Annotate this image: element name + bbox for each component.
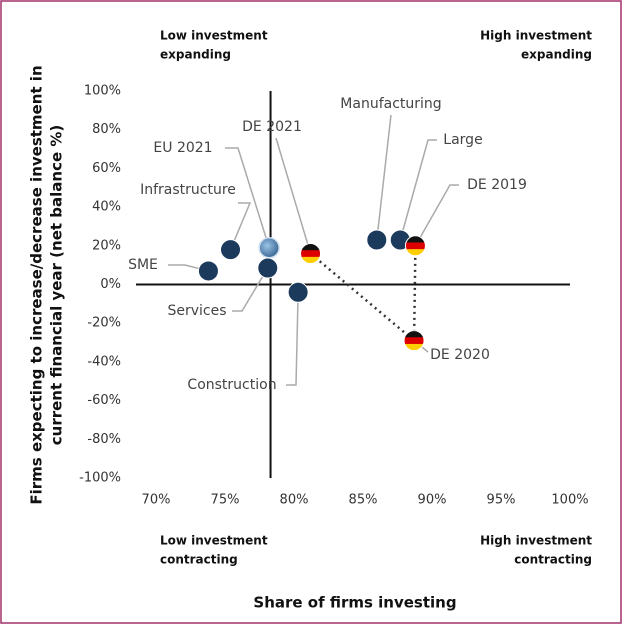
point-label: SME — [128, 257, 158, 273]
flag-stripe — [405, 249, 426, 256]
quadrant-label: contracting — [514, 553, 592, 567]
y-tick-label: -80% — [87, 432, 121, 447]
flag-stripe — [405, 235, 426, 243]
x-tick-label: 95% — [487, 493, 516, 508]
y-tick-label: -100% — [79, 471, 121, 486]
point — [366, 229, 388, 251]
flag-stripe — [300, 256, 321, 264]
leader-line — [399, 139, 437, 241]
point — [287, 281, 309, 303]
x-tick-label: 75% — [211, 493, 240, 508]
y-tick-label: 80% — [92, 122, 121, 137]
point-label: Manufacturing — [340, 96, 441, 112]
quadrant-label: contracting — [160, 553, 238, 567]
flag-stripe — [300, 250, 321, 258]
point-label: Construction — [187, 377, 276, 393]
leader-line — [414, 184, 459, 247]
leader-line — [232, 267, 269, 312]
x-tick-label: 90% — [418, 493, 447, 508]
leader-line — [275, 137, 312, 254]
quadrant-label: Low investment — [160, 534, 268, 548]
y-axis-title: Firms expecting to increase/decrease inv… — [28, 65, 46, 504]
x-tick-label: 80% — [280, 493, 309, 508]
y-tick-label: -40% — [87, 354, 121, 369]
x-axis-title: Share of firms investing — [253, 594, 456, 612]
leader-line — [286, 292, 299, 386]
flag-stripe — [404, 343, 425, 351]
y-tick-label: 40% — [92, 200, 121, 215]
quadrant-labels: Low investment expanding High investment… — [160, 29, 592, 567]
quadrant-label: expanding — [160, 48, 231, 62]
point-label: Infrastructure — [140, 182, 236, 198]
point-label: DE 2021 — [242, 119, 302, 135]
flag-stripe — [300, 243, 321, 251]
y-tick-label: -60% — [87, 393, 121, 408]
leader-line — [229, 202, 252, 250]
point-label: Large — [443, 132, 482, 148]
flag-stripe — [405, 242, 426, 250]
x-tick-label: 85% — [349, 493, 378, 508]
leader-line — [225, 147, 270, 248]
quadrant-label: Low investment — [160, 29, 268, 43]
point — [257, 257, 279, 279]
point-label: DE 2020 — [430, 347, 490, 363]
point — [258, 236, 280, 259]
x-tick-label: 100% — [551, 493, 588, 508]
point — [220, 239, 242, 261]
y-tick-label: 20% — [92, 238, 121, 253]
y-tick-label: 100% — [84, 84, 121, 99]
y-tick-label: -20% — [87, 316, 121, 331]
quadrant-label: High investment — [480, 29, 592, 43]
flag-marker — [404, 235, 426, 257]
quadrant-label: High investment — [480, 534, 592, 548]
flag-marker — [300, 243, 322, 265]
flag-rim — [403, 330, 425, 352]
flag-marker — [403, 330, 425, 352]
flag-stripe — [404, 337, 425, 345]
trend-line — [309, 245, 417, 344]
flag-rim — [300, 243, 322, 265]
y-tick-label: 0% — [100, 277, 121, 292]
leader-line — [376, 114, 392, 241]
point-label: DE 2019 — [467, 177, 527, 193]
quadrant-label: expanding — [521, 48, 592, 62]
flag-stripe — [404, 330, 425, 338]
y-axis-title: current financial year (net balance %) — [48, 125, 66, 446]
point — [197, 260, 219, 282]
x-tick-label: 70% — [142, 493, 171, 508]
point-label: Services — [167, 303, 226, 319]
point-label: EU 2021 — [153, 140, 212, 156]
flag-rim — [404, 235, 426, 257]
y-tick-label: 60% — [92, 161, 121, 176]
